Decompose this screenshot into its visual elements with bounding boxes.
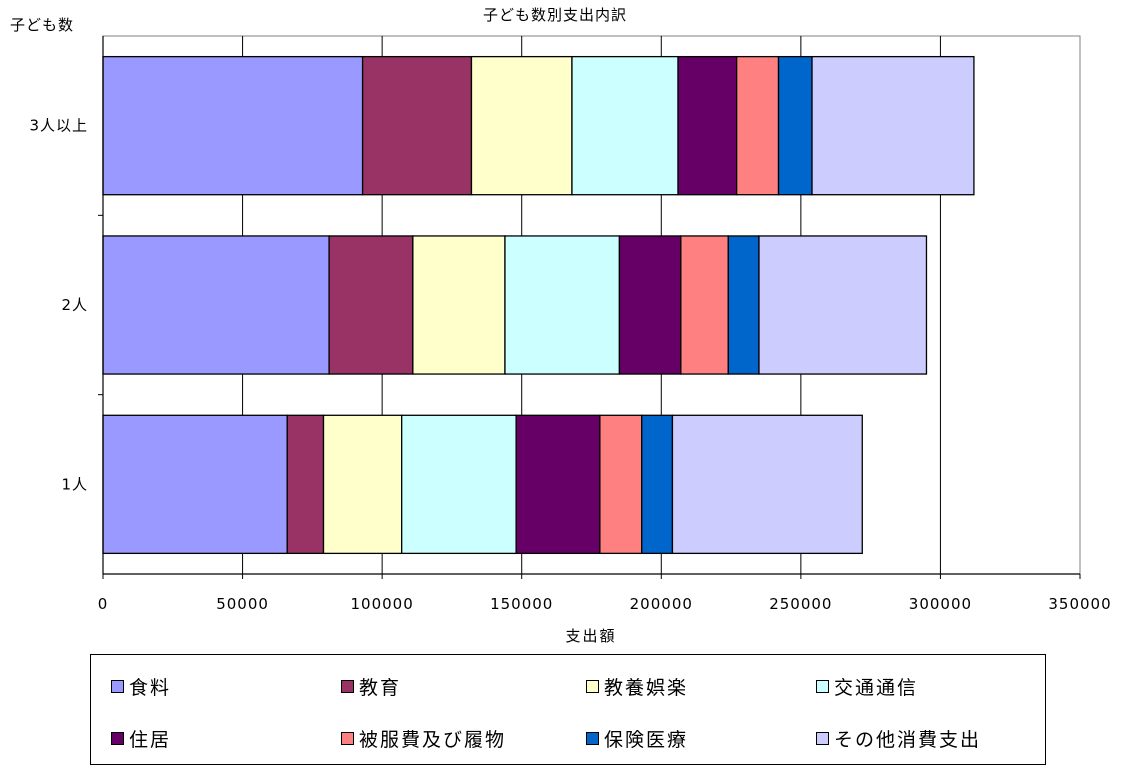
legend-swatch xyxy=(586,732,599,745)
legend-swatch xyxy=(586,680,599,693)
bar-segment xyxy=(286,414,325,555)
bar-chart: 子ども数別支出内訳 子ども数 支出額 0 50000 100000 150000 200… xyxy=(10,6,1111,645)
tick-labels: 0 50000 100000 150000 200000 250000 300000 3500… xyxy=(29,117,1111,613)
bar-segment xyxy=(504,235,621,375)
axes xyxy=(98,36,1081,579)
legend-label: 交通通信 xyxy=(834,677,919,699)
legend-item: 住居 xyxy=(111,725,171,752)
bar-segment xyxy=(322,414,403,555)
bar-segment xyxy=(758,235,928,375)
legend-swatch xyxy=(111,680,124,693)
bar-segment xyxy=(811,55,975,196)
bar-segment xyxy=(470,55,573,196)
legend-label: その他消費支出 xyxy=(834,729,982,751)
x-tick-label: 250000 xyxy=(769,595,832,613)
legend-item: 被服費及び履物 xyxy=(341,725,506,752)
legend-label: 教養娯楽 xyxy=(604,677,689,699)
bar-segment xyxy=(102,414,288,555)
x-tick-label: 0 xyxy=(98,595,109,613)
bar-segment xyxy=(727,235,760,375)
legend-swatch xyxy=(341,732,354,745)
y-category-label: 2人 xyxy=(61,296,88,314)
bar-segment xyxy=(102,55,364,196)
legend-item: 教養娯楽 xyxy=(586,673,688,700)
legend-item: 保険医療 xyxy=(586,725,688,752)
bar-segment xyxy=(412,235,506,375)
bar-segment xyxy=(671,414,863,555)
legend-item: 食料 xyxy=(111,673,171,700)
legend-label: 食料 xyxy=(129,677,172,699)
bar-segment xyxy=(328,235,414,375)
y-axis-title: 子ども数 xyxy=(10,16,74,34)
legend-swatch xyxy=(341,680,354,693)
legend-swatch xyxy=(816,732,829,745)
bar-segment xyxy=(571,55,679,196)
legend: 食料 教育 教養娯楽 交通通信住居 被服費及び履物 保険医療 その他消費支出 xyxy=(90,654,1046,765)
x-tick-label: 300000 xyxy=(909,595,972,613)
bar-segment xyxy=(515,414,601,555)
legend-label: 住居 xyxy=(129,729,172,751)
x-tick-label: 200000 xyxy=(630,595,693,613)
bar-segment xyxy=(641,414,674,555)
chart-title: 子ども数別支出内訳 xyxy=(483,6,627,24)
x-tick-label: 350000 xyxy=(1048,595,1111,613)
legend-swatch xyxy=(816,680,829,693)
legend-item: その他消費支出 xyxy=(816,725,981,752)
legend-label: 被服費及び履物 xyxy=(359,729,507,751)
bar-segment xyxy=(677,55,738,196)
legend-label: 教育 xyxy=(359,677,402,699)
bar-segment xyxy=(736,55,780,196)
y-category-label: 3人以上 xyxy=(29,117,88,135)
bars xyxy=(102,55,975,555)
legend-label: 保険医療 xyxy=(604,729,689,751)
x-tick-label: 50000 xyxy=(216,595,269,613)
x-tick-label: 100000 xyxy=(351,595,414,613)
legend-item: 教育 xyxy=(341,673,401,700)
bar-segment xyxy=(680,235,729,375)
bar-segment xyxy=(102,235,330,375)
bar-segment xyxy=(599,414,643,555)
y-category-label: 1人 xyxy=(61,475,88,493)
x-tick-label: 150000 xyxy=(490,595,553,613)
legend-swatch xyxy=(111,732,124,745)
bar-segment xyxy=(618,235,682,375)
x-axis-title: 支出額 xyxy=(565,627,616,645)
bar-segment xyxy=(777,55,813,196)
bar-segment xyxy=(401,414,517,555)
legend-item: 交通通信 xyxy=(816,673,918,700)
bar-segment xyxy=(361,55,473,196)
